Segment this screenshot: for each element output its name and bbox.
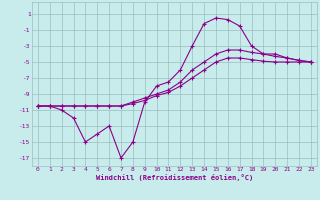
X-axis label: Windchill (Refroidissement éolien,°C): Windchill (Refroidissement éolien,°C) (96, 174, 253, 181)
